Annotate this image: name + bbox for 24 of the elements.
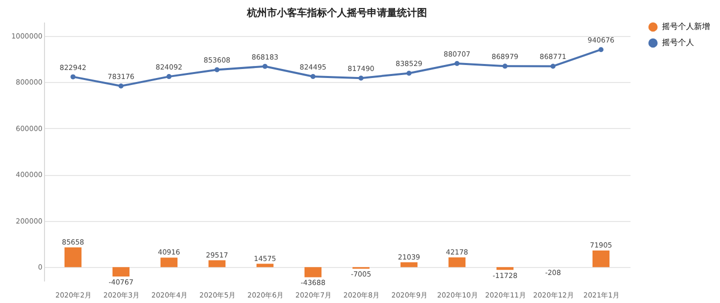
bar [304, 267, 322, 278]
bar [400, 262, 418, 268]
point [358, 76, 364, 81]
point [502, 64, 508, 69]
point [454, 60, 460, 66]
point [262, 64, 268, 69]
chart-title: 杭州市小客车指标个人摇号申请量统计图 [246, 7, 427, 19]
point [70, 74, 76, 80]
point [214, 67, 220, 72]
point [598, 47, 604, 52]
legend-label: 摇号个人 [662, 38, 694, 47]
point [118, 84, 124, 89]
bar [112, 267, 130, 277]
bar [496, 267, 514, 270]
bar [208, 260, 226, 268]
bar [64, 247, 82, 268]
point [406, 70, 412, 76]
bar [160, 258, 178, 268]
point [310, 74, 316, 79]
point [550, 64, 556, 69]
point [166, 74, 172, 80]
bar [448, 257, 466, 268]
bar [592, 250, 610, 268]
legend-label: 摇号个人新增 [662, 22, 710, 31]
